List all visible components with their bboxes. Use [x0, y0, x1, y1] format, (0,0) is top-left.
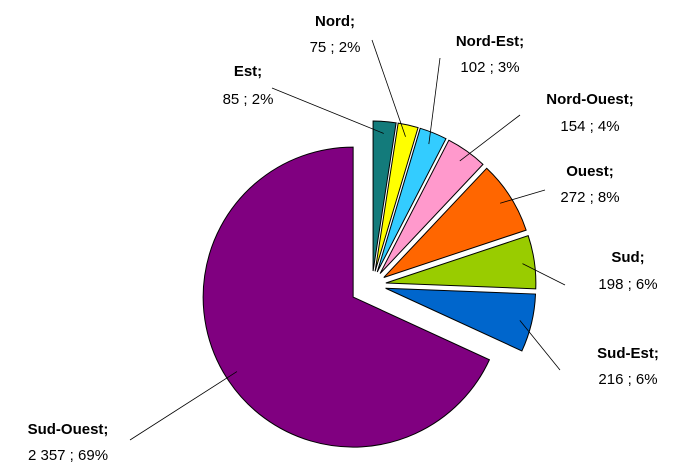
- slice-label: 272 ; 8%: [560, 189, 619, 206]
- slice-label: 102 ; 3%: [460, 59, 519, 76]
- leader-line: [459, 114, 521, 162]
- leader-line: [428, 57, 441, 145]
- slice-name: Sud;: [611, 249, 644, 266]
- slice-name: Nord-Ouest;: [546, 91, 634, 108]
- leader-line: [522, 263, 566, 286]
- leader-line: [129, 371, 238, 441]
- slice-label: 85 ; 2%: [223, 91, 274, 108]
- leader-line: [519, 320, 561, 371]
- slice-label: 154 ; 4%: [560, 118, 619, 135]
- leader-line: [500, 189, 546, 204]
- pie-slice: [385, 287, 537, 352]
- slice-name: Nord;: [315, 13, 355, 30]
- pie-slice: [376, 127, 447, 273]
- slice-label: 2 357 ; 69%: [28, 447, 108, 464]
- slice-label: 216 ; 6%: [598, 371, 657, 388]
- leader-line: [371, 39, 406, 137]
- slice-label: 198 ; 6%: [598, 276, 657, 293]
- leader-line: [271, 87, 384, 134]
- slice-name: Sud-Est;: [597, 345, 659, 362]
- pie-slice: [383, 167, 527, 278]
- slice-label: 75 ; 2%: [310, 39, 361, 56]
- slice-name: Sud-Ouest;: [28, 421, 109, 438]
- pie-slice: [379, 139, 484, 274]
- pie-slice: [385, 235, 537, 290]
- pie-slice: [372, 120, 397, 272]
- slice-name: Nord-Est;: [456, 33, 524, 50]
- slice-name: Est;: [234, 63, 262, 80]
- slice-name: Ouest;: [566, 163, 614, 180]
- pie-slice: [374, 122, 419, 272]
